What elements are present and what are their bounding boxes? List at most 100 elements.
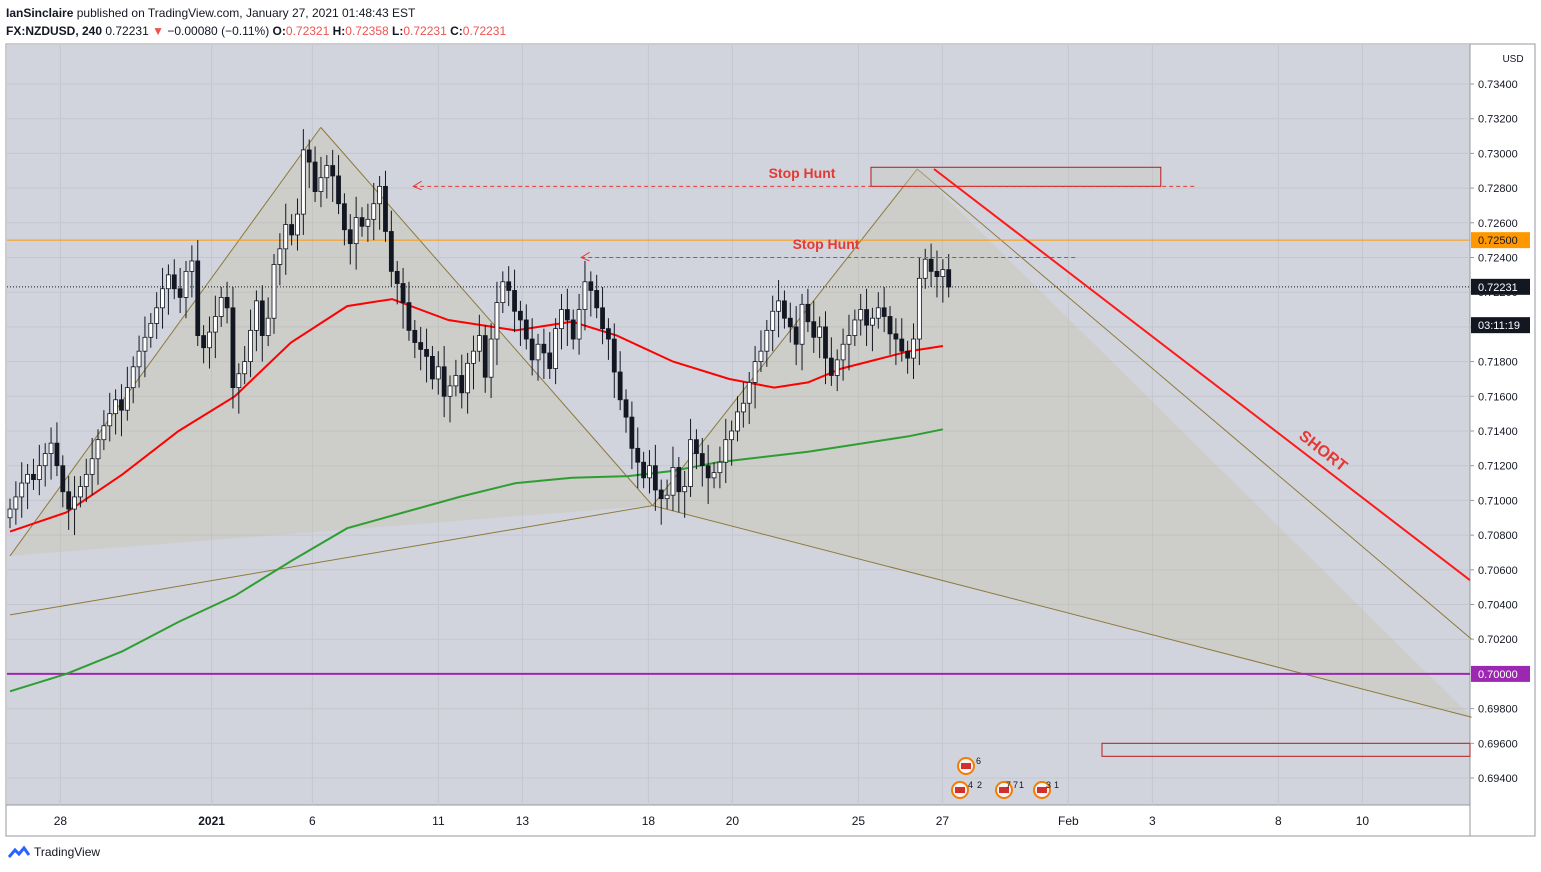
candle [430, 345, 435, 390]
x-tick-label: 25 [852, 814, 866, 828]
candle [324, 155, 330, 199]
event-count: 7 [1013, 780, 1018, 790]
candle [36, 444, 42, 496]
candle-body-up [48, 442, 54, 454]
candle-body-up [124, 387, 130, 411]
candle [699, 437, 705, 487]
candle [758, 330, 764, 373]
pattern-leg-bd [652, 505, 1472, 718]
candle-body-up [7, 508, 13, 519]
down-arrow-icon: ▼ [152, 24, 164, 38]
candle [488, 323, 494, 399]
candle-body-down [230, 307, 236, 389]
candle [905, 340, 911, 374]
candle-body-down [623, 399, 629, 418]
candle [160, 267, 165, 329]
candle-body-down [705, 465, 711, 479]
candle-body-up [940, 269, 946, 277]
candle-body-up [582, 281, 588, 310]
pattern-leg-xb [9, 505, 653, 616]
symbol-label[interactable]: FX:NZDUSD, 240 [6, 24, 103, 38]
candle-body-up [160, 288, 165, 309]
candle [870, 307, 875, 352]
candle-body-up [752, 361, 758, 383]
x-tick-label: 3 [1149, 814, 1156, 828]
candle [254, 290, 259, 352]
y-tick-label: 0.73200 [1478, 114, 1518, 126]
candle-body-up [465, 362, 471, 394]
event-marker[interactable] [951, 781, 969, 799]
brand-name[interactable]: TradingView [34, 845, 101, 859]
close-label: C: [450, 24, 463, 38]
candle [31, 458, 36, 490]
candle-body-up [916, 277, 922, 340]
candle-body-down [412, 329, 418, 343]
candle-body-up [166, 274, 171, 290]
stop-hunt-box-top [870, 166, 1162, 187]
candle [553, 318, 559, 385]
candle-body-up [89, 458, 95, 475]
candle [559, 293, 564, 350]
event-count: 1 [1054, 780, 1059, 790]
candle [564, 288, 570, 346]
candle [13, 481, 19, 525]
candle [688, 418, 693, 497]
event-marker[interactable] [995, 781, 1013, 799]
candle-body-down [482, 335, 488, 378]
candle-body-down [529, 338, 535, 361]
event-count: 4 [968, 780, 973, 790]
candle-body-down [66, 491, 72, 510]
candle [342, 193, 347, 246]
candle [846, 314, 852, 371]
candle-body-up [500, 281, 506, 304]
last-price: 0.72231 [105, 24, 149, 38]
price-label: 0.72500 [1478, 235, 1518, 247]
pattern-fill-xab [10, 127, 653, 556]
candle [594, 274, 600, 319]
author-name[interactable]: IanSinclaire [6, 6, 74, 20]
candle [271, 254, 277, 334]
candle [682, 470, 688, 518]
candle [506, 266, 512, 307]
candle [453, 359, 459, 397]
candle-body-down [828, 357, 834, 376]
candle [770, 295, 776, 352]
candle-body-down [600, 307, 605, 330]
candle-body-up [840, 343, 846, 361]
candle [946, 254, 952, 298]
candle-body-down [406, 302, 412, 331]
us-flag-icon [955, 787, 965, 793]
candle-body-up [283, 224, 289, 250]
event-marker[interactable] [957, 757, 975, 775]
candle-body-down [418, 342, 424, 350]
harmonic-pattern [9, 127, 1472, 718]
event-count: 7 [1006, 780, 1011, 790]
x-tick-label: 11 [432, 814, 445, 828]
footer: TradingView [8, 845, 100, 859]
candle [148, 313, 154, 348]
time-axis[interactable]: 28 2021 6 11 13 18 20 25 27 Feb 3 8 10 [54, 814, 1370, 828]
candle-body-down [893, 333, 899, 340]
candle-body-up [130, 366, 136, 389]
candle [42, 443, 48, 487]
candle [154, 292, 160, 340]
price-axis[interactable]: 0.73400 0.73200 0.73000 0.72800 0.72600 0.724… [1470, 79, 1530, 785]
candle-body-down [928, 258, 934, 272]
event-marker[interactable] [1033, 781, 1051, 799]
candle [694, 429, 699, 470]
candle-body-up [107, 413, 113, 427]
stop-hunt-arrow-icon [412, 180, 422, 191]
candle-body-up [870, 317, 875, 326]
candle-body-down [31, 473, 36, 480]
candle-body-down [570, 319, 576, 340]
economic-events[interactable]: 64 2 7 7 1 3 1 [951, 756, 1059, 799]
candle-body-down [641, 461, 647, 479]
candle-body-up [817, 326, 823, 338]
y-tick-label: 0.70200 [1478, 634, 1518, 646]
candle [136, 335, 142, 388]
candle [752, 345, 758, 409]
candle-body-up [72, 496, 77, 510]
candle-body-down [459, 375, 465, 394]
candle-body-up [647, 465, 652, 479]
